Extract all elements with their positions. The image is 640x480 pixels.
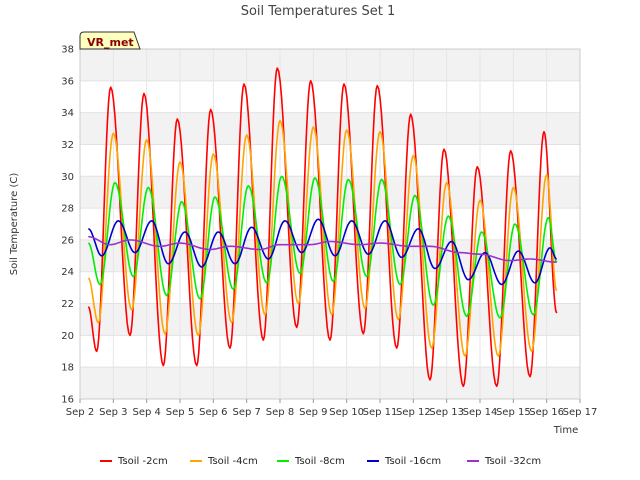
y-tick-label: 28	[61, 204, 74, 215]
station-badge: VR_met	[79, 31, 141, 50]
legend-label: Tsoil -8cm	[294, 456, 345, 467]
legend-item: Tsoil -16cm	[367, 456, 441, 467]
x-tick-label: Sep 6	[199, 407, 227, 418]
y-tick-label: 38	[61, 45, 74, 56]
x-tick-label: Sep 13	[429, 407, 464, 418]
x-tick-label: Sep 10	[329, 407, 364, 418]
x-axis-label: Time	[553, 425, 578, 436]
x-tick-label: Sep 17	[563, 407, 598, 418]
x-tick-label: Sep 15	[496, 407, 531, 418]
x-tick-label: Sep 8	[266, 407, 294, 418]
y-tick-label: 34	[61, 108, 74, 119]
badge-shape	[79, 31, 141, 50]
plot-band	[80, 176, 580, 209]
plot-band	[80, 49, 580, 81]
y-tick-label: 32	[61, 140, 74, 151]
chart-title: Soil Temperatures Set 1	[241, 4, 396, 19]
x-tick-label: Sep 2	[66, 407, 94, 418]
legend: Tsoil -2cm Tsoil -4cm Tsoil -8cm Tsoil -16c…	[100, 456, 541, 467]
legend-label: Tsoil -4cm	[207, 456, 258, 467]
legend-label: Tsoil -2cm	[117, 456, 168, 467]
y-tick-label: 18	[61, 363, 74, 374]
y-tick-label: 30	[61, 172, 74, 183]
y-tick-label: 26	[61, 235, 74, 246]
x-axis-ticks: Sep 2 Sep 3 Sep 4 Sep 5 Sep 6 Sep 7 Sep 8 Sep 9…	[66, 399, 598, 418]
badge-label: VR_met	[87, 36, 134, 49]
y-tick-label: 24	[61, 267, 74, 278]
series-line	[87, 67, 558, 388]
x-tick-label: Sep 11	[363, 407, 398, 418]
series-line	[88, 235, 557, 263]
x-tick-label: Sep 5	[166, 407, 194, 418]
legend-label: Tsoil -16cm	[384, 456, 441, 467]
x-tick-label: Sep 14	[463, 407, 498, 418]
y-axis-label: Soil Temperature (C)	[9, 173, 20, 276]
x-tick-label: Sep 12	[396, 407, 431, 418]
legend-item: Tsoil -4cm	[190, 456, 258, 467]
plot-bands	[80, 49, 580, 399]
x-tick-label: Sep 7	[232, 407, 260, 418]
series-lines	[87, 67, 558, 388]
y-tick-label: 16	[61, 395, 74, 406]
plot-band	[80, 367, 580, 399]
legend-item: Tsoil -2cm	[100, 456, 168, 467]
legend-item: Tsoil -8cm	[277, 456, 345, 467]
plot-band	[80, 112, 580, 145]
plot-frame	[79, 48, 581, 400]
x-tick-label: Sep 3	[99, 407, 127, 418]
x-tick-label: Sep 9	[299, 407, 327, 418]
legend-label: Tsoil -32cm	[484, 456, 541, 467]
x-tick-label: Sep 16	[529, 407, 564, 418]
y-tick-label: 36	[61, 76, 74, 87]
legend-item: Tsoil -32cm	[467, 456, 541, 467]
y-tick-label: 22	[61, 299, 74, 310]
y-axis-ticks: 16 18 20 22 24 26 28 30 32 34 36 38	[61, 45, 74, 406]
y-tick-label: 20	[61, 331, 74, 342]
x-tick-label: Sep 4	[132, 407, 160, 418]
